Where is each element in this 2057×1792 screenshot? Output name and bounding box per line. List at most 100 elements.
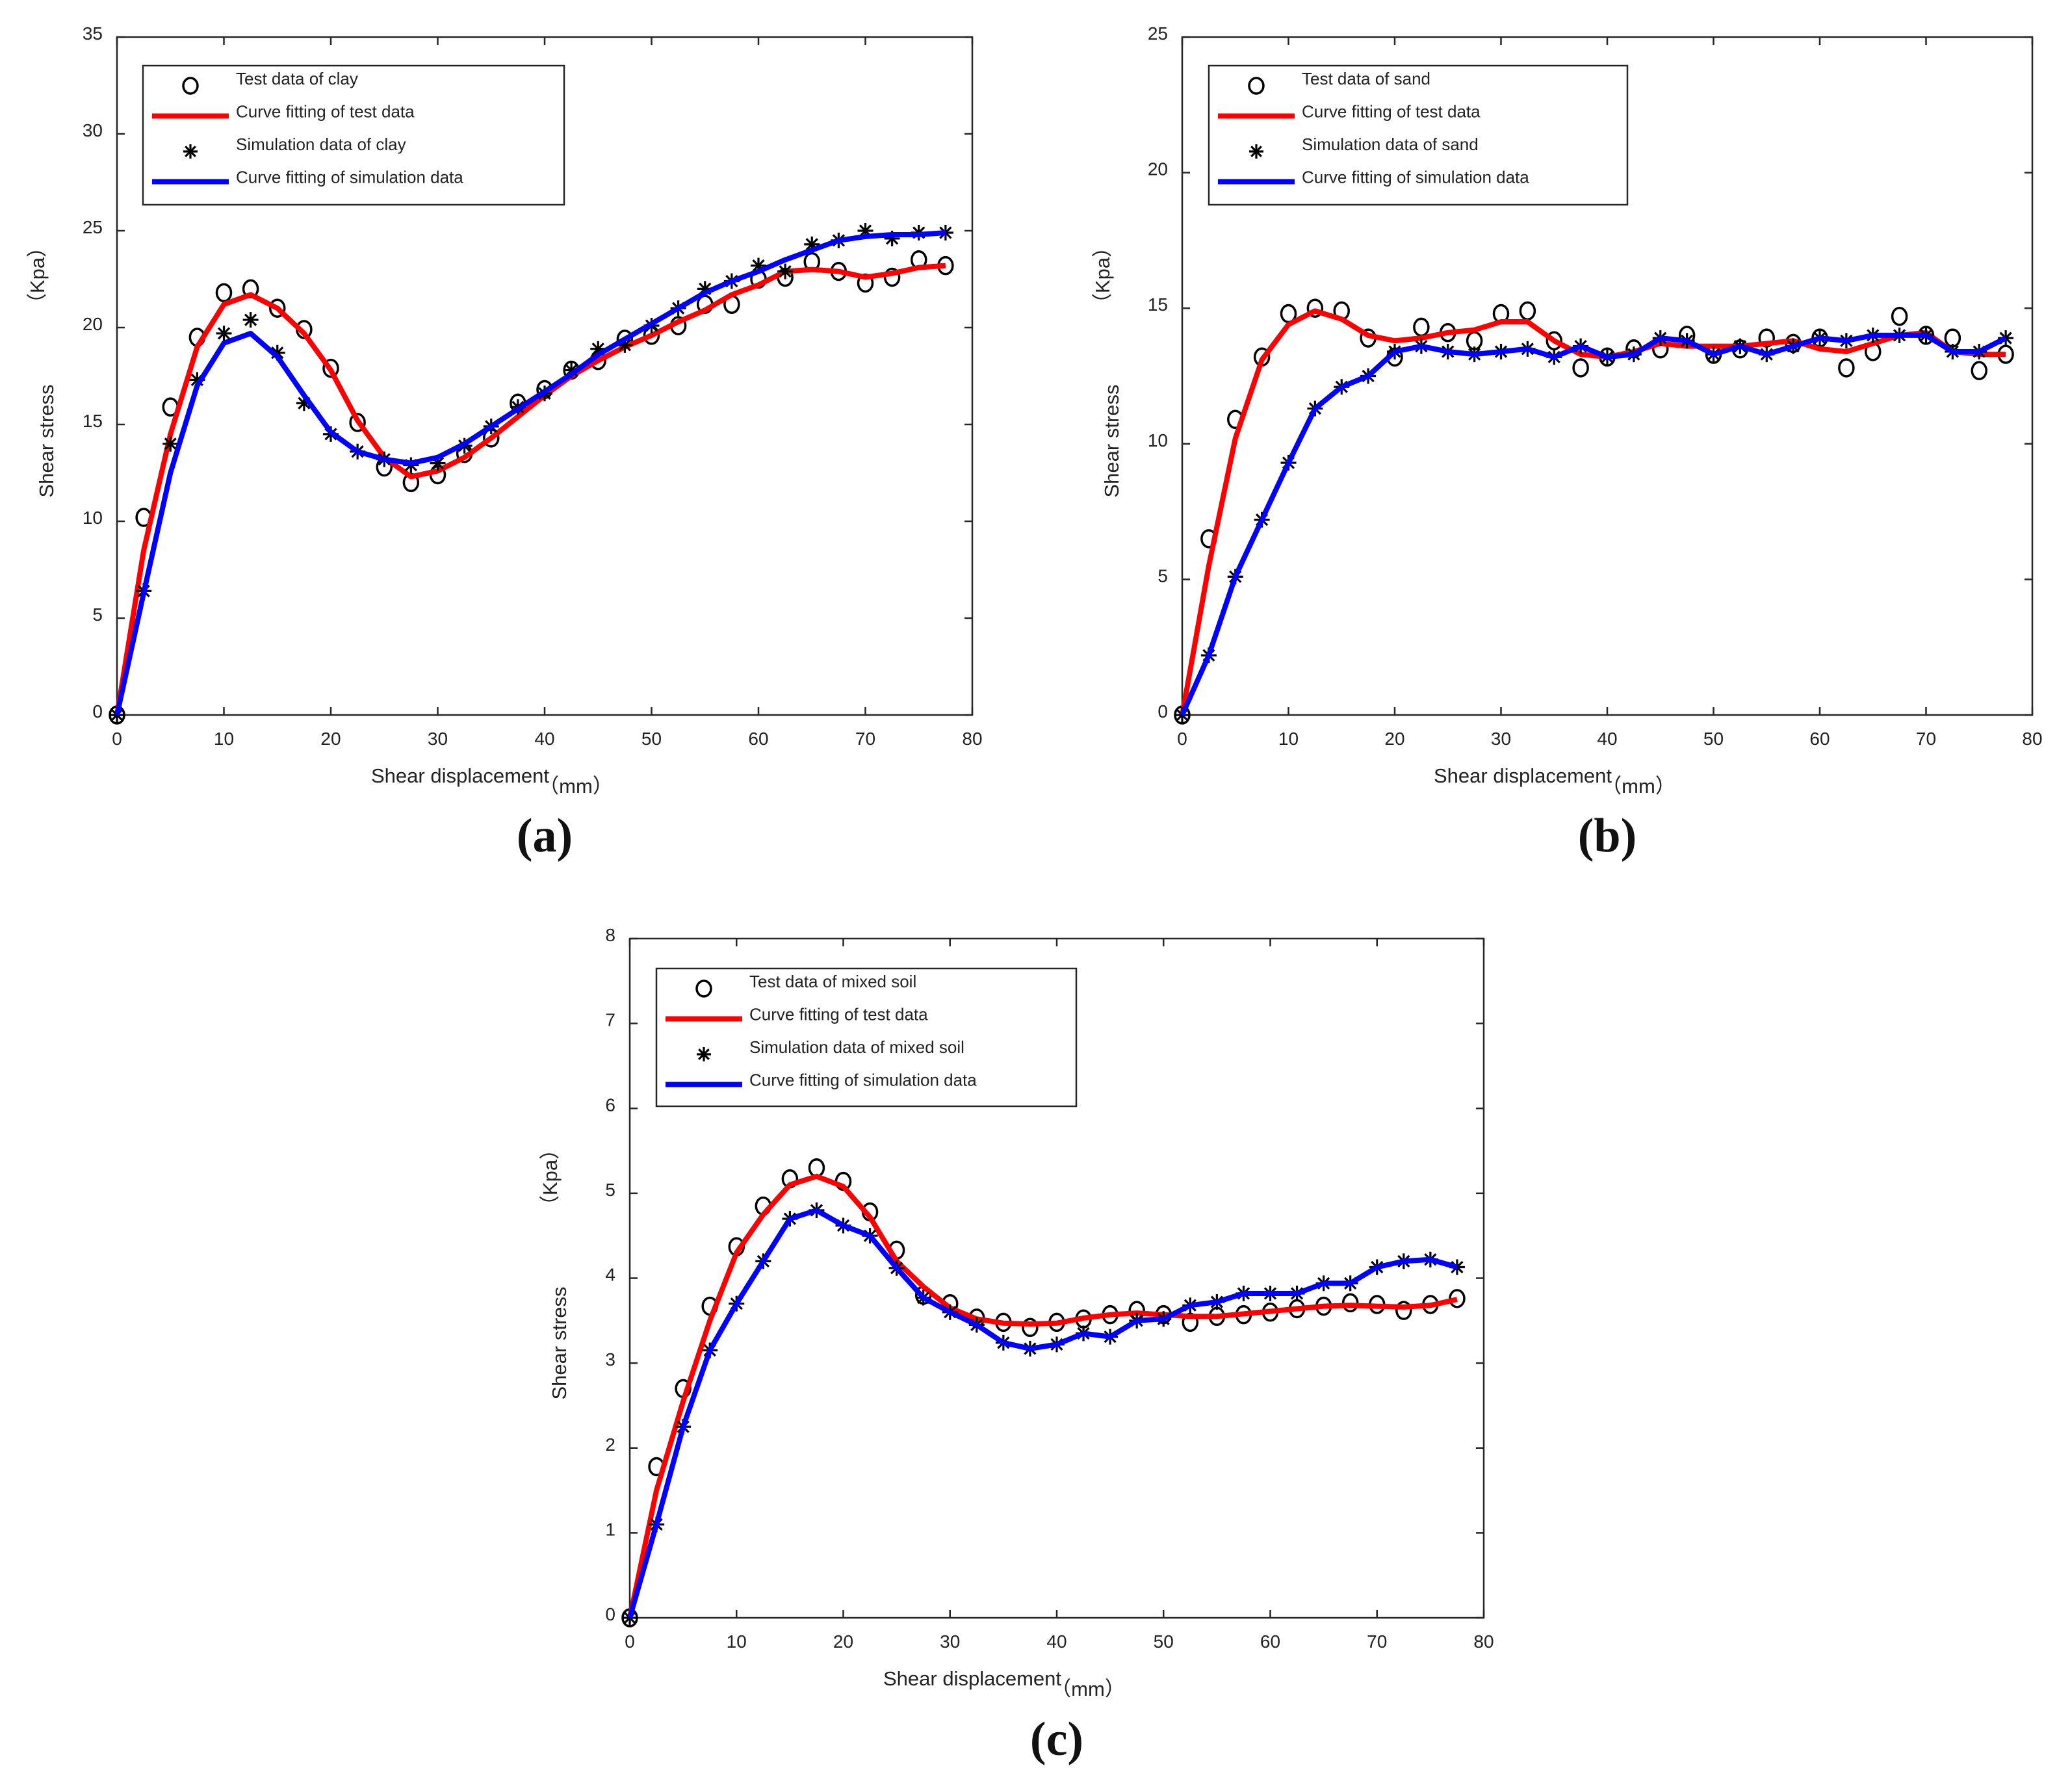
x-tick-label: 30 [940, 1631, 960, 1652]
star-stroke [939, 226, 952, 239]
x-tick-label: 10 [214, 729, 234, 749]
legend-label: Test data of sand [1302, 69, 1430, 88]
legend-label: Curve fitting of test data [749, 1005, 928, 1024]
legend: Test data of mixed soil Curve fitting of … [655, 967, 1078, 1108]
x-tick-label: 30 [1491, 729, 1511, 749]
legend-label: Curve fitting of test data [1302, 102, 1481, 122]
y-tick-label: 25 [1148, 23, 1168, 44]
simulation-data-point [242, 312, 259, 328]
legend-label: Simulation data of clay [236, 135, 406, 154]
y-tick-label: 5 [92, 604, 103, 625]
series-line-3 [1180, 332, 2007, 716]
star-stroke [185, 146, 196, 157]
star-stroke [805, 238, 818, 251]
star-stroke [698, 1048, 710, 1060]
x-tick-label: 0 [112, 729, 122, 749]
x-axis-label: Shear displacement [371, 764, 549, 787]
x-tick-label: 40 [1597, 729, 1617, 749]
y-tick-label: 0 [1158, 701, 1168, 721]
test-data-point [1341, 1293, 1359, 1313]
x-axis-unit: （mm） [539, 775, 613, 798]
simulation-data-point [162, 435, 179, 452]
test-fit-line [1180, 308, 2006, 716]
simulation-fit-line [114, 229, 946, 716]
x-tick-label: 50 [641, 729, 662, 749]
y-axis-label: Shear stress [548, 1286, 571, 1399]
star-stroke [1250, 146, 1262, 157]
star-stroke [217, 327, 231, 340]
x-tick-label: 20 [833, 1631, 853, 1652]
x-tick-label: 40 [1046, 1631, 1067, 1652]
legend-label: Curve fitting of simulation data [1302, 168, 1529, 187]
test-data-point [1022, 1318, 1039, 1338]
panel-label: (c) [1030, 1713, 1083, 1766]
y-tick-label: 10 [83, 508, 103, 528]
legend-star-marker [697, 1047, 711, 1061]
x-tick-label: 30 [428, 729, 448, 749]
x-tick-label: 40 [534, 729, 554, 749]
test-data-point [1546, 331, 1562, 351]
star-stroke [591, 343, 604, 356]
x-tick-label: 70 [855, 729, 875, 749]
y-tick-label: 0 [92, 701, 103, 721]
y-tick-label: 2 [605, 1435, 615, 1455]
y-tick-label: 0 [605, 1604, 615, 1624]
legend-item: Test data of sand [1248, 69, 1430, 95]
x-axis-label: Shear displacement [883, 1667, 1061, 1690]
test-data-point [215, 283, 233, 303]
y-tick-label: 7 [605, 1010, 615, 1030]
y-tick-label: 5 [605, 1180, 615, 1200]
test-data-point [322, 358, 339, 378]
y-axis-label: Shear stress [35, 384, 58, 497]
series-line-3 [114, 229, 946, 716]
legend-item: Simulation data of clay [183, 135, 406, 159]
legend-box [142, 64, 565, 206]
test-data-point [349, 413, 366, 432]
y-tick-label: 20 [83, 314, 103, 334]
y-tick-label: 35 [83, 23, 103, 44]
test-data-point [1838, 358, 1855, 378]
x-tick-label: 70 [1916, 729, 1936, 749]
legend-item: Curve fitting of test data [1218, 102, 1481, 122]
test-data-point [1758, 328, 1775, 348]
simulation-data-point [777, 263, 794, 279]
legend-item: Simulation data of sand [1249, 135, 1479, 159]
x-tick-label: 20 [320, 729, 341, 749]
x-tick-label: 20 [1384, 729, 1404, 749]
panel-label: (b) [1578, 809, 1637, 863]
legend-circle-marker [182, 77, 199, 95]
x-tick-label: 60 [748, 729, 768, 749]
y-tick-label: 4 [605, 1265, 615, 1285]
x-axis-unit: （mm） [1051, 1678, 1125, 1700]
chart-a: 0 10 20 30 40 50 60 70 80 0 5 10 15 20 25 30 35 Shear dis… [26, 23, 983, 863]
legend-item: Curve fitting of test data [666, 1005, 928, 1024]
chart-b: 0 10 20 30 40 50 60 70 80 0 5 10 15 20 25 Shear displac… [1091, 23, 2043, 863]
y-tick-label: 10 [1148, 430, 1168, 450]
y-tick-label: 3 [605, 1349, 615, 1370]
chart-c: 0 10 20 30 40 50 60 70 80 0 1 2 3 4 5 6 7 8 Shear displace… [539, 925, 1494, 1766]
series-line-1 [627, 1173, 1458, 1618]
panel-label: (a) [517, 809, 573, 863]
star-stroke [752, 259, 765, 272]
y-tick-label: 8 [605, 925, 615, 945]
y-tick-label: 15 [83, 411, 103, 431]
legend-star-marker [1249, 144, 1263, 159]
legend-label: Curve fitting of simulation data [749, 1071, 977, 1090]
test-data-point [269, 298, 286, 318]
x-tick-label: 80 [2022, 729, 2042, 749]
y-axis-unit: （Kpa） [539, 1139, 562, 1215]
y-tick-label: 1 [605, 1519, 615, 1539]
legend-item: Simulation data of mixed soil [697, 1037, 964, 1061]
star-stroke [164, 437, 177, 450]
star-stroke [859, 224, 872, 237]
x-tick-label: 60 [1809, 729, 1830, 749]
series-line-3 [627, 1208, 1458, 1619]
star-stroke [779, 265, 792, 278]
legend-label: Curve fitting of simulation data [236, 168, 463, 187]
y-axis-unit: （Kpa） [26, 237, 49, 313]
legend-item: Curve fitting of simulation data [666, 1071, 977, 1090]
legend-item: Curve fitting of simulation data [152, 168, 463, 187]
star-stroke [618, 339, 631, 352]
test-data-point [883, 267, 901, 287]
